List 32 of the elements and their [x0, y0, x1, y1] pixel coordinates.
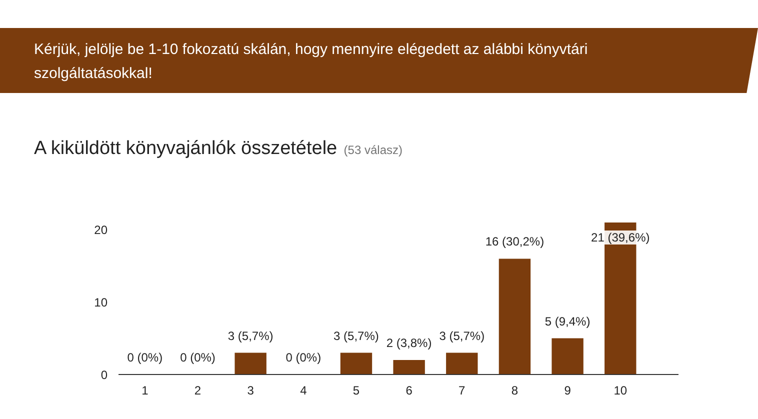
x-tick-label: 7	[458, 384, 466, 398]
data-label: 0 (0%)	[286, 350, 322, 364]
y-tick-label: 10	[94, 296, 108, 310]
y-tick-label: 0	[100, 368, 108, 382]
bar	[552, 338, 584, 374]
text: (53 válasz)	[344, 143, 402, 157]
bar	[498, 258, 531, 374]
bar	[340, 352, 372, 374]
data-label: 3 (5,7%)	[228, 328, 274, 343]
data-label: 5 (9,4%)	[544, 314, 590, 328]
bar	[234, 352, 266, 374]
chart-subtitle: A kiküldött könyvajánlók összetétele	[34, 138, 338, 159]
x-tick-label: 6	[406, 384, 413, 398]
data-label: 21 (39,6%)	[591, 230, 650, 244]
data-label: 2 (3,8%)	[386, 336, 432, 350]
x-tick-label: 9	[564, 384, 572, 398]
bar	[446, 352, 478, 374]
data-label: 0 (0%)	[127, 350, 163, 364]
x-tick-label: 4	[300, 384, 308, 398]
x-tick-label: 5	[352, 384, 360, 398]
data-label: 0 (0%)	[180, 350, 216, 364]
y-tick-label: 20	[94, 223, 108, 238]
bar	[393, 360, 425, 374]
data-label: 3 (5,7%)	[334, 328, 379, 343]
data-label: 16 (30,2%)	[485, 234, 544, 249]
x-tick-label: 2	[194, 384, 202, 398]
chart-title: Kérjük, jelölje be 1-10 fokozatú skálán, hogy mennyire elégedett az alábbi könyvtári szolgáltatásokkal!	[0, 28, 758, 93]
x-tick-label: 8	[511, 384, 518, 398]
x-tick-label: 10	[614, 384, 628, 398]
x-tick-label: 3	[247, 384, 254, 398]
x-tick-label: 1	[142, 384, 149, 398]
data-label: 3 (5,7%)	[439, 328, 485, 343]
